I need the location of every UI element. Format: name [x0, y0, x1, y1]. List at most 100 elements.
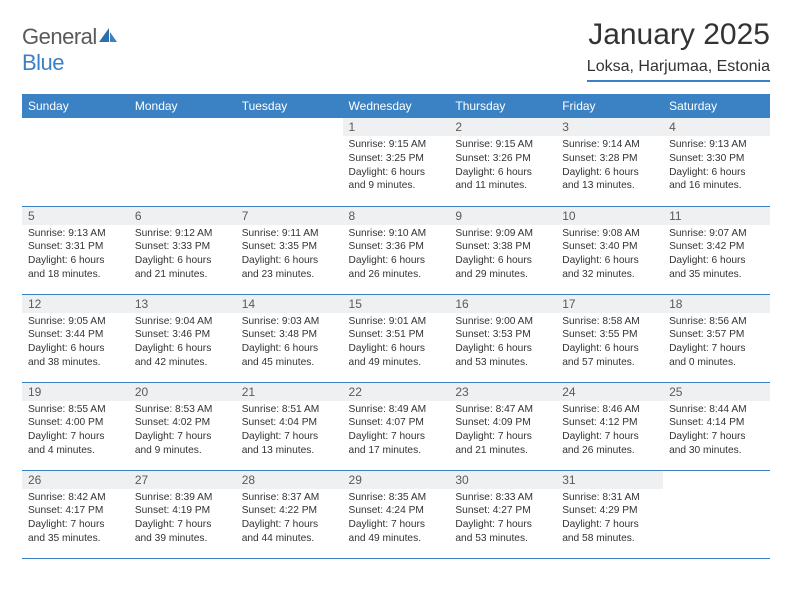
calendar-cell: 21Sunrise: 8:51 AMSunset: 4:04 PMDayligh… — [236, 382, 343, 470]
calendar-cell — [663, 470, 770, 558]
daylight-text: Daylight: 7 hours and 26 minutes. — [562, 430, 657, 458]
daylight-text: Daylight: 6 hours and 32 minutes. — [562, 254, 657, 282]
calendar-cell: 3Sunrise: 9:14 AMSunset: 3:28 PMDaylight… — [556, 118, 663, 206]
sunrise-text: Sunrise: 9:03 AM — [242, 315, 337, 329]
calendar-cell: 2 Sunrise: 9:15 AMSunset: 3:26 PMDaylight… — [449, 118, 556, 206]
sunset-text: Sunset: 3:26 PM — [455, 152, 550, 166]
daylight-text: Daylight: 6 hours and 35 minutes. — [669, 254, 764, 282]
daylight-text: Daylight: 6 hours and 13 minutes. — [562, 166, 657, 194]
sunrise-text: Sunrise: 9:15 AM — [455, 138, 550, 152]
daylight-text: Daylight: 6 hours and 23 minutes. — [242, 254, 337, 282]
dayhdr-sun: Sunday — [22, 94, 129, 118]
sunrise-text: Sunrise: 8:37 AM — [242, 491, 337, 505]
day-info: Sunrise: 8:42 AMSunset: 4:17 PMDaylight:… — [22, 491, 129, 550]
day-info: Sunrise: 9:15 AMSunset: 3:26 PMDaylight:… — [449, 138, 556, 197]
day-number: 5 — [22, 207, 129, 225]
day-number: 29 — [343, 471, 450, 489]
sunrise-text: Sunrise: 8:47 AM — [455, 403, 550, 417]
sunrise-text: Sunrise: 9:05 AM — [28, 315, 123, 329]
sunrise-text: Sunrise: 8:42 AM — [28, 491, 123, 505]
brand-logo: General Blue — [22, 18, 119, 76]
daylight-text: Daylight: 7 hours and 30 minutes. — [669, 430, 764, 458]
day-info: Sunrise: 8:31 AMSunset: 4:29 PMDaylight:… — [556, 491, 663, 550]
calendar-week: 26Sunrise: 8:42 AMSunset: 4:17 PMDayligh… — [22, 470, 770, 558]
sunset-text: Sunset: 4:17 PM — [28, 504, 123, 518]
sunset-text: Sunset: 3:28 PM — [562, 152, 657, 166]
day-number: 14 — [236, 295, 343, 313]
calendar-body: 1Sunrise: 9:15 AMSunset: 3:25 PMDaylight… — [22, 118, 770, 558]
sunset-text: Sunset: 3:25 PM — [349, 152, 444, 166]
brand-part1: General — [22, 24, 97, 49]
calendar-cell: 22Sunrise: 8:49 AMSunset: 4:07 PMDayligh… — [343, 382, 450, 470]
day-number: 19 — [22, 383, 129, 401]
sunset-text: Sunset: 4:29 PM — [562, 504, 657, 518]
day-number: 17 — [556, 295, 663, 313]
brand-part2: Blue — [22, 50, 64, 75]
daylight-text: Daylight: 6 hours and 21 minutes. — [135, 254, 230, 282]
sunset-text: Sunset: 3:40 PM — [562, 240, 657, 254]
calendar-cell: 30Sunrise: 8:33 AMSunset: 4:27 PMDayligh… — [449, 470, 556, 558]
daylight-text: Daylight: 7 hours and 0 minutes. — [669, 342, 764, 370]
sunrise-text: Sunrise: 9:13 AM — [669, 138, 764, 152]
sunrise-text: Sunrise: 9:12 AM — [135, 227, 230, 241]
day-number: 8 — [343, 207, 450, 225]
day-info: Sunrise: 8:47 AMSunset: 4:09 PMDaylight:… — [449, 403, 556, 462]
day-number: 20 — [129, 383, 236, 401]
daylight-text: Daylight: 6 hours and 29 minutes. — [455, 254, 550, 282]
sunrise-text: Sunrise: 9:13 AM — [28, 227, 123, 241]
sunset-text: Sunset: 3:46 PM — [135, 328, 230, 342]
calendar-cell: 27Sunrise: 8:39 AMSunset: 4:19 PMDayligh… — [129, 470, 236, 558]
dayhdr-sat: Saturday — [663, 94, 770, 118]
calendar-cell — [22, 118, 129, 206]
calendar-page: General Blue January 2025 Loksa, Harjuma… — [0, 0, 792, 577]
dayhdr-tue: Tuesday — [236, 94, 343, 118]
day-info: Sunrise: 8:53 AMSunset: 4:02 PMDaylight:… — [129, 403, 236, 462]
sunrise-text: Sunrise: 9:15 AM — [349, 138, 444, 152]
day-number: 7 — [236, 207, 343, 225]
calendar-cell: 10Sunrise: 9:08 AMSunset: 3:40 PMDayligh… — [556, 206, 663, 294]
sunrise-text: Sunrise: 8:31 AM — [562, 491, 657, 505]
day-info: Sunrise: 8:49 AMSunset: 4:07 PMDaylight:… — [343, 403, 450, 462]
day-info: Sunrise: 8:58 AMSunset: 3:55 PMDaylight:… — [556, 315, 663, 374]
day-number: 4 — [663, 118, 770, 136]
calendar-cell: 13Sunrise: 9:04 AMSunset: 3:46 PMDayligh… — [129, 294, 236, 382]
sunset-text: Sunset: 4:02 PM — [135, 416, 230, 430]
sunset-text: Sunset: 3:38 PM — [455, 240, 550, 254]
day-info: Sunrise: 9:11 AMSunset: 3:35 PMDaylight:… — [236, 227, 343, 286]
sunset-text: Sunset: 4:07 PM — [349, 416, 444, 430]
day-info: Sunrise: 9:03 AMSunset: 3:48 PMDaylight:… — [236, 315, 343, 374]
day-number: 12 — [22, 295, 129, 313]
daylight-text: Daylight: 7 hours and 58 minutes. — [562, 518, 657, 546]
day-number: 2 — [449, 118, 556, 136]
sunset-text: Sunset: 4:14 PM — [669, 416, 764, 430]
day-info: Sunrise: 9:08 AMSunset: 3:40 PMDaylight:… — [556, 227, 663, 286]
sunset-text: Sunset: 3:53 PM — [455, 328, 550, 342]
day-number: 15 — [343, 295, 450, 313]
sunset-text: Sunset: 3:42 PM — [669, 240, 764, 254]
sunrise-text: Sunrise: 9:10 AM — [349, 227, 444, 241]
sunrise-text: Sunrise: 9:11 AM — [242, 227, 337, 241]
sunrise-text: Sunrise: 8:51 AM — [242, 403, 337, 417]
title-block: January 2025 Loksa, Harjumaa, Estonia — [587, 18, 770, 82]
sunset-text: Sunset: 3:44 PM — [28, 328, 123, 342]
day-info: Sunrise: 8:37 AMSunset: 4:22 PMDaylight:… — [236, 491, 343, 550]
day-info: Sunrise: 9:01 AMSunset: 3:51 PMDaylight:… — [343, 315, 450, 374]
sunrise-text: Sunrise: 9:01 AM — [349, 315, 444, 329]
sunset-text: Sunset: 4:09 PM — [455, 416, 550, 430]
sunset-text: Sunset: 4:00 PM — [28, 416, 123, 430]
day-number: 30 — [449, 471, 556, 489]
calendar-cell: 17 Sunrise: 8:58 AMSunset: 3:55 PMDayligh… — [556, 294, 663, 382]
sunset-text: Sunset: 4:22 PM — [242, 504, 337, 518]
calendar-cell: 6Sunrise: 9:12 AMSunset: 3:33 PMDaylight… — [129, 206, 236, 294]
sunset-text: Sunset: 3:33 PM — [135, 240, 230, 254]
brand-text: General Blue — [22, 24, 119, 76]
day-info: Sunrise: 9:00 AMSunset: 3:53 PMDaylight:… — [449, 315, 556, 374]
daylight-text: Daylight: 6 hours and 53 minutes. — [455, 342, 550, 370]
day-info: Sunrise: 8:56 AMSunset: 3:57 PMDaylight:… — [663, 315, 770, 374]
sunrise-text: Sunrise: 8:46 AM — [562, 403, 657, 417]
calendar-cell: 5Sunrise: 9:13 AMSunset: 3:31 PMDaylight… — [22, 206, 129, 294]
day-number: 24 — [556, 383, 663, 401]
daylight-text: Daylight: 7 hours and 13 minutes. — [242, 430, 337, 458]
day-number: 21 — [236, 383, 343, 401]
sunset-text: Sunset: 3:31 PM — [28, 240, 123, 254]
